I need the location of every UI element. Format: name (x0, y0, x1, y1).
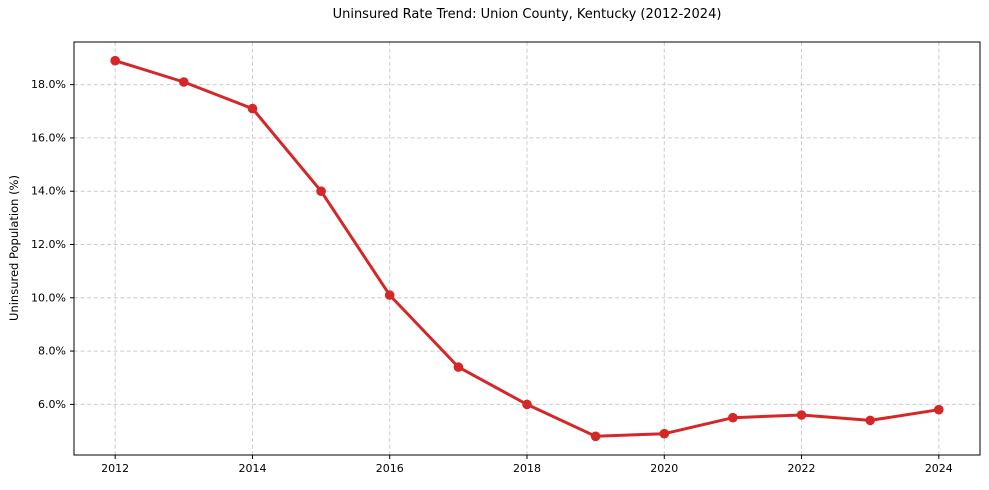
chart-title: Uninsured Rate Trend: Union County, Kent… (332, 7, 722, 22)
data-point-2022 (796, 410, 807, 420)
y-tick-label-12: 12.0% (31, 238, 66, 251)
y-tick-label-10: 10.0% (31, 291, 66, 304)
data-point-2012 (110, 55, 120, 66)
data-point-2023 (865, 415, 875, 426)
data-point-2015 (316, 186, 326, 196)
data-point-2018 (522, 399, 532, 410)
data-point-2017 (453, 362, 464, 372)
data-point-2013 (179, 77, 189, 87)
data-point-2014 (247, 103, 258, 114)
data-point-2021 (728, 412, 738, 423)
x-tick-label-2024: 2024 (925, 462, 953, 475)
x-tick-label-2014: 2014 (238, 462, 266, 475)
y-tick-label-18: 18.0% (31, 78, 66, 91)
x-tick-label-2018: 2018 (513, 462, 541, 475)
y-axis-label: Uninsured Population (%) (7, 175, 21, 321)
plot-border (73, 41, 981, 456)
data-point-2019 (590, 431, 601, 442)
data-point-2016 (384, 290, 395, 300)
x-tick-label-2020: 2020 (650, 462, 678, 475)
x-tick-label-2012: 2012 (101, 462, 129, 475)
y-tick-label-16: 16.0% (31, 131, 66, 144)
y-tick-label-14: 14.0% (31, 185, 66, 198)
x-tick-label-2022: 2022 (788, 462, 816, 475)
x-tick-label-2016: 2016 (376, 462, 404, 475)
y-tick-label-6: 6.0% (38, 398, 66, 411)
data-point-2020 (659, 428, 670, 439)
data-point-2024 (934, 404, 944, 415)
y-tick-label-8: 8.0% (38, 345, 66, 358)
